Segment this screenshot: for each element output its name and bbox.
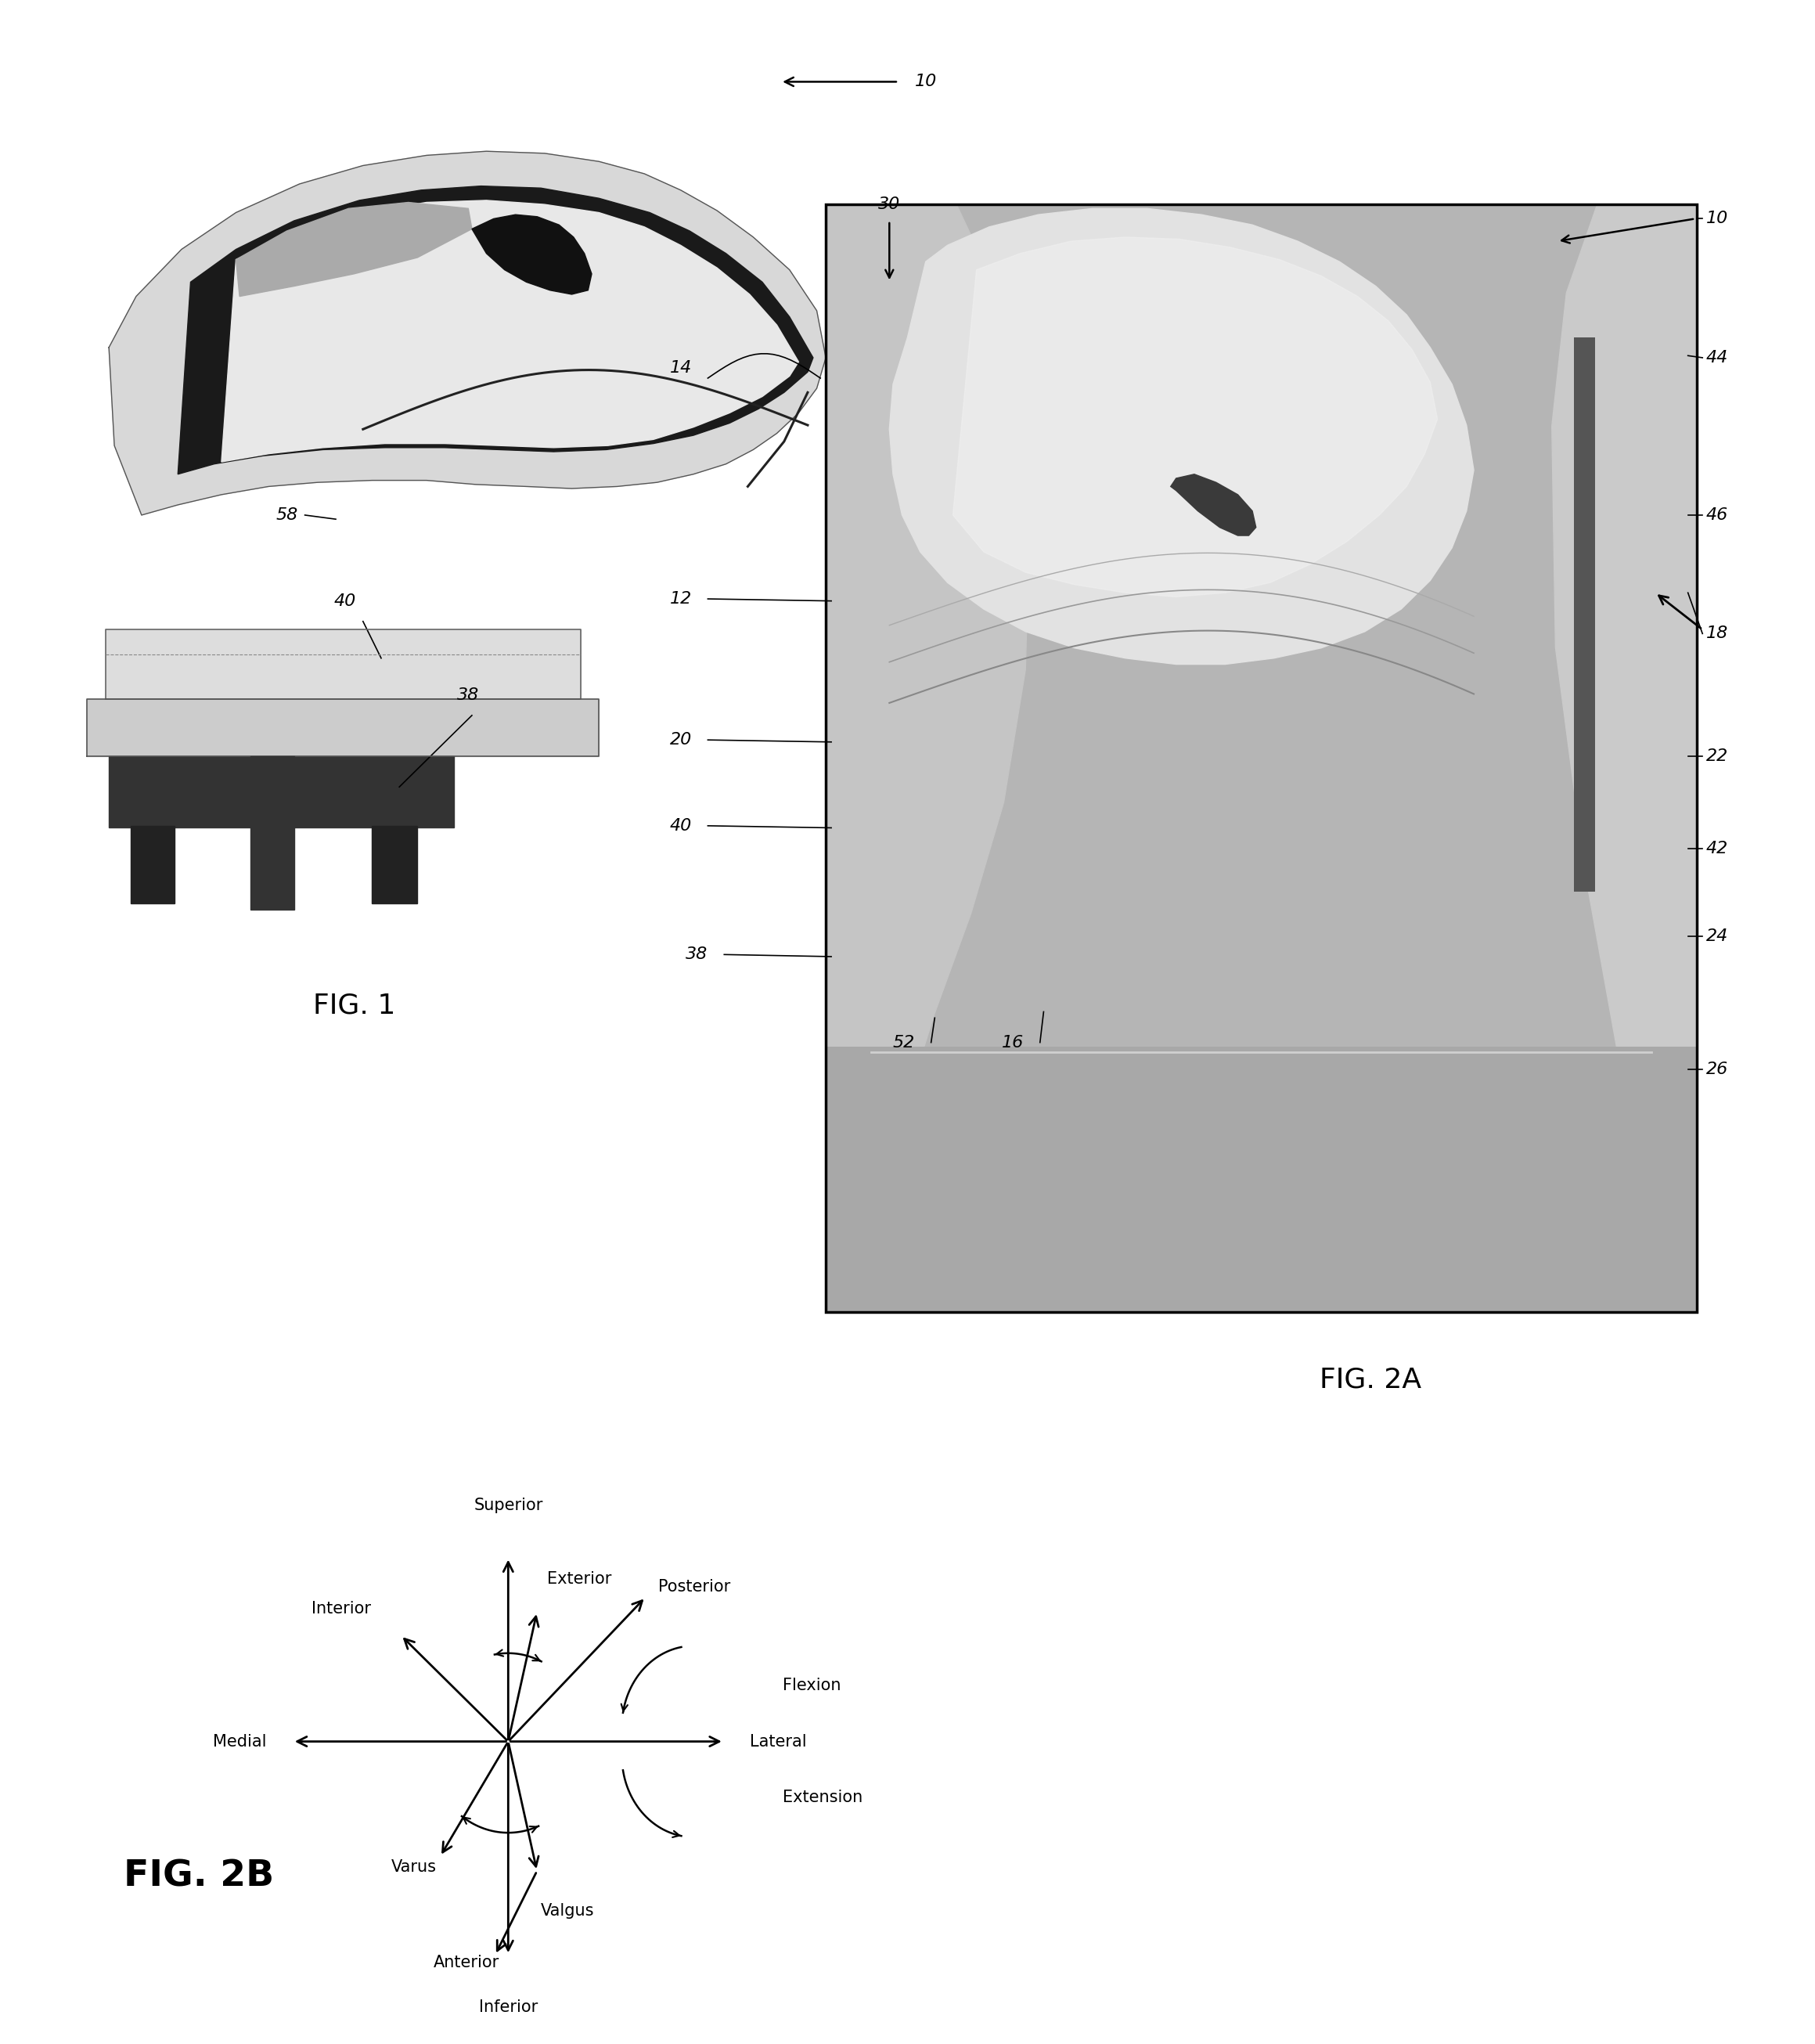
Polygon shape [826, 204, 1029, 1312]
Text: 30: 30 [579, 364, 601, 380]
Text: 46: 46 [1706, 507, 1728, 523]
Text: 18: 18 [1706, 625, 1728, 642]
Polygon shape [87, 699, 599, 756]
Text: 14: 14 [670, 360, 692, 376]
Text: 22: 22 [1706, 748, 1728, 764]
Text: Exterior: Exterior [548, 1572, 612, 1586]
Text: Posterior: Posterior [659, 1580, 731, 1594]
Text: Superior: Superior [474, 1498, 543, 1513]
Text: FIG. 1: FIG. 1 [312, 991, 396, 1020]
Text: 10: 10 [915, 74, 937, 90]
Polygon shape [131, 826, 174, 903]
Text: 54: 54 [234, 425, 256, 442]
Text: 10: 10 [1706, 211, 1728, 227]
Text: 38: 38 [457, 687, 479, 703]
Text: 12: 12 [670, 591, 692, 607]
Bar [826, 204, 1697, 1312]
Text: FIG. 2A: FIG. 2A [1320, 1365, 1421, 1394]
Text: Interior: Interior [312, 1600, 370, 1617]
Text: Flexion: Flexion [782, 1678, 840, 1692]
Polygon shape [250, 756, 294, 910]
Text: 40: 40 [670, 818, 692, 834]
Polygon shape [1552, 204, 1697, 1312]
Polygon shape [109, 756, 454, 828]
Polygon shape [109, 151, 826, 515]
Text: Medial: Medial [212, 1733, 267, 1750]
Text: 44: 44 [479, 213, 501, 229]
Polygon shape [178, 186, 813, 474]
Polygon shape [372, 826, 417, 903]
Text: 42: 42 [1706, 840, 1728, 856]
Polygon shape [889, 208, 1474, 664]
Polygon shape [953, 237, 1437, 597]
Text: Extension: Extension [782, 1791, 862, 1805]
Text: Lateral: Lateral [750, 1733, 808, 1750]
Polygon shape [105, 630, 581, 699]
Bar [1574, 337, 1595, 891]
Text: 30: 30 [878, 196, 900, 213]
Text: 52: 52 [893, 1034, 915, 1051]
Text: Varus: Varus [390, 1860, 436, 1874]
Polygon shape [236, 202, 472, 296]
Text: Anterior: Anterior [434, 1954, 499, 1970]
Text: 20: 20 [670, 732, 692, 748]
Text: Valgus: Valgus [541, 1903, 595, 1919]
Polygon shape [472, 215, 592, 294]
Text: Inferior: Inferior [479, 1999, 537, 2015]
Bar [826, 1047, 1697, 1312]
Text: 24: 24 [1706, 928, 1728, 944]
Text: 58: 58 [276, 507, 298, 523]
Text: 26: 26 [1706, 1061, 1728, 1077]
Bar [826, 204, 1697, 1312]
Polygon shape [1171, 474, 1256, 536]
Text: 44: 44 [1706, 350, 1728, 366]
Text: 40: 40 [334, 593, 356, 609]
Polygon shape [221, 200, 799, 462]
Text: 16: 16 [1002, 1034, 1024, 1051]
Text: FIG. 2B: FIG. 2B [123, 1858, 274, 1895]
Text: 38: 38 [686, 946, 708, 963]
